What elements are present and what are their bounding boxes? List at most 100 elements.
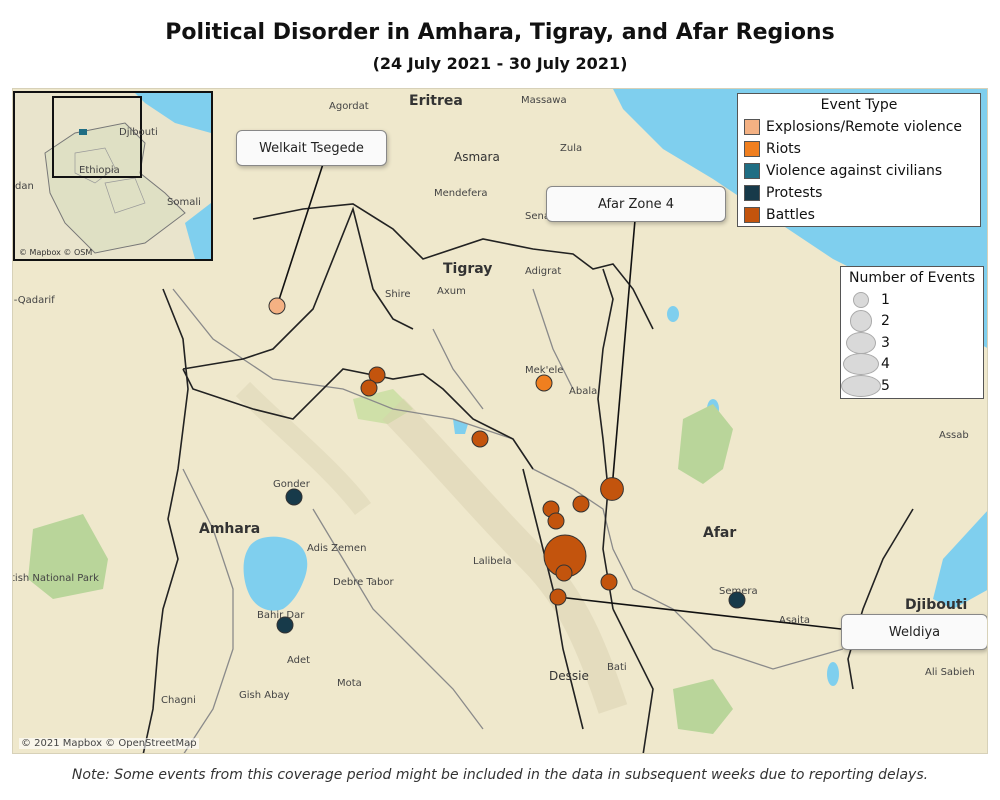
map-title: Political Disorder in Amhara, Tigray, an… xyxy=(165,20,835,45)
event-marker-riots[interactable] xyxy=(535,374,553,392)
map-subtitle: (24 July 2021 - 30 July 2021) xyxy=(372,54,628,73)
map-canvas[interactable]: Eritrea Tigray Amhara Afar Djibouti Agor… xyxy=(12,88,988,754)
park-west xyxy=(28,514,108,599)
legend-label: Violence against civilians xyxy=(766,163,943,179)
label-lalibela: Lalibela xyxy=(473,556,512,567)
label-gonder: Gonder xyxy=(273,479,310,490)
event-marker-battles[interactable] xyxy=(555,564,573,582)
label-afar: Afar xyxy=(703,525,737,541)
footnote: Note: Some events from this coverage per… xyxy=(71,767,929,783)
park-simien xyxy=(353,389,413,424)
legend-number-of-events: Number of Events 1 2 3 4 5 xyxy=(840,266,984,399)
inset-label-ethiopia: Ethiopia xyxy=(79,165,120,176)
legend-swatch xyxy=(744,119,760,135)
label-abala: Abala xyxy=(569,386,598,397)
border-amhara-tigray xyxy=(182,206,414,370)
callout-welkait: Welkait Tsegede xyxy=(236,130,387,166)
gulf-of-aden xyxy=(933,511,987,609)
event-marker-battles[interactable] xyxy=(360,379,378,397)
label-qadarif: l-Qadarif xyxy=(12,295,55,306)
park-south xyxy=(673,679,733,734)
label-senafe: Sena xyxy=(525,211,550,222)
inset-label-djibouti: Djibouti xyxy=(119,127,158,138)
inset-label-somali: Somali xyxy=(167,197,201,208)
event-marker-battles[interactable] xyxy=(549,588,567,606)
map-credit: © 2021 Mapbox © OpenStreetMap xyxy=(19,738,199,749)
label-chagni: Chagni xyxy=(161,695,196,706)
label-mota: Mota xyxy=(337,678,362,689)
size-legend-label: 2 xyxy=(881,313,890,330)
label-tigray: Tigray xyxy=(443,261,493,277)
label-national-park: tish National Park xyxy=(12,573,99,584)
park-afar xyxy=(678,404,733,484)
callout-afar-zone-4: Afar Zone 4 xyxy=(546,186,726,222)
label-debre-tabor: Debre Tabor xyxy=(333,577,394,588)
label-adis-zemen: Adis Zemen xyxy=(307,543,367,554)
legend-swatch xyxy=(744,185,760,201)
legend-swatch xyxy=(744,163,760,179)
label-bahir-dar: Bahir Dar xyxy=(257,610,305,621)
lake-abbe xyxy=(827,662,839,686)
label-ali-sabieh: Ali Sabieh xyxy=(925,667,975,678)
size-legend-label: 4 xyxy=(881,356,890,373)
legend-event-type: Event Type Explosions/Remote violence Rio… xyxy=(737,93,981,227)
inset-label-sudan: dan xyxy=(15,181,34,192)
size-legend-circle xyxy=(853,291,869,308)
size-legend-circle xyxy=(842,353,880,376)
size-legend-label: 1 xyxy=(881,291,890,308)
label-agordat: Agordat xyxy=(329,101,369,112)
event-marker-protests[interactable] xyxy=(285,488,303,506)
border-tigray-amhara-south xyxy=(182,368,534,470)
event-marker-protests[interactable] xyxy=(728,591,746,609)
event-marker-battles[interactable] xyxy=(547,512,565,530)
label-axum: Axum xyxy=(437,286,466,297)
border-ethiopia-djibouti xyxy=(847,508,914,690)
label-bati: Bati xyxy=(607,662,627,673)
border-afar-amhara xyxy=(522,468,584,730)
callout-leader-line xyxy=(557,596,842,630)
label-semera: Semera xyxy=(719,586,758,597)
label-adet: Adet xyxy=(287,655,311,666)
event-marker-battles[interactable] xyxy=(600,477,624,501)
label-mendefera: Mendefera xyxy=(434,188,488,199)
legend-item-protests: Protests xyxy=(738,182,980,204)
legend-item-battles: Battles xyxy=(738,204,980,226)
size-legend-item: 5 xyxy=(841,374,983,397)
label-djibouti: Djibouti xyxy=(905,597,968,613)
legend-label: Explosions/Remote violence xyxy=(766,119,962,135)
label-adigrat: Adigrat xyxy=(525,266,562,277)
border-tigray-afar xyxy=(597,268,614,610)
event-marker-explosions-remote-violence[interactable] xyxy=(268,297,286,315)
inset-credit: © Mapbox © OSM xyxy=(19,248,93,257)
legend-label: Battles xyxy=(766,207,815,223)
label-mekele: Mek'ele xyxy=(525,365,564,376)
callout-weldiya: Weldiya xyxy=(841,614,987,650)
label-assab: Assab xyxy=(939,430,969,441)
legend-item-riots: Riots xyxy=(738,138,980,160)
event-marker-protests[interactable] xyxy=(276,616,294,634)
label-gish-abay: Gish Abay xyxy=(239,690,290,701)
event-marker-battles[interactable] xyxy=(368,366,386,384)
size-legend-circle xyxy=(849,310,873,333)
legend-size-title: Number of Events xyxy=(848,270,976,286)
legend-item-violence-against-civilians: Violence against civilians xyxy=(738,160,980,182)
label-zula: Zula xyxy=(560,143,583,154)
lake-small-1 xyxy=(667,306,679,322)
label-massawa: Massawa xyxy=(521,95,567,106)
event-overlay xyxy=(268,163,842,634)
size-legend-circle xyxy=(846,331,876,354)
callout-leader-line xyxy=(276,163,324,307)
event-marker-battles[interactable] xyxy=(471,430,489,448)
event-marker-battles[interactable] xyxy=(572,495,590,513)
legend-swatch xyxy=(744,141,760,157)
size-legend-item: 2 xyxy=(841,310,983,333)
inset-basemap xyxy=(44,93,211,259)
size-legend-item: 1 xyxy=(841,289,983,311)
legend-event-type-title: Event Type xyxy=(820,97,898,113)
label-asmara: Asmara xyxy=(454,150,500,164)
event-marker-battles[interactable] xyxy=(600,573,618,591)
legend-item-explosions-remote-violence: Explosions/Remote violence xyxy=(738,116,980,138)
label-amhara: Amhara xyxy=(199,521,261,537)
border-afar-south xyxy=(612,608,654,753)
size-legend-label: 5 xyxy=(881,377,890,394)
